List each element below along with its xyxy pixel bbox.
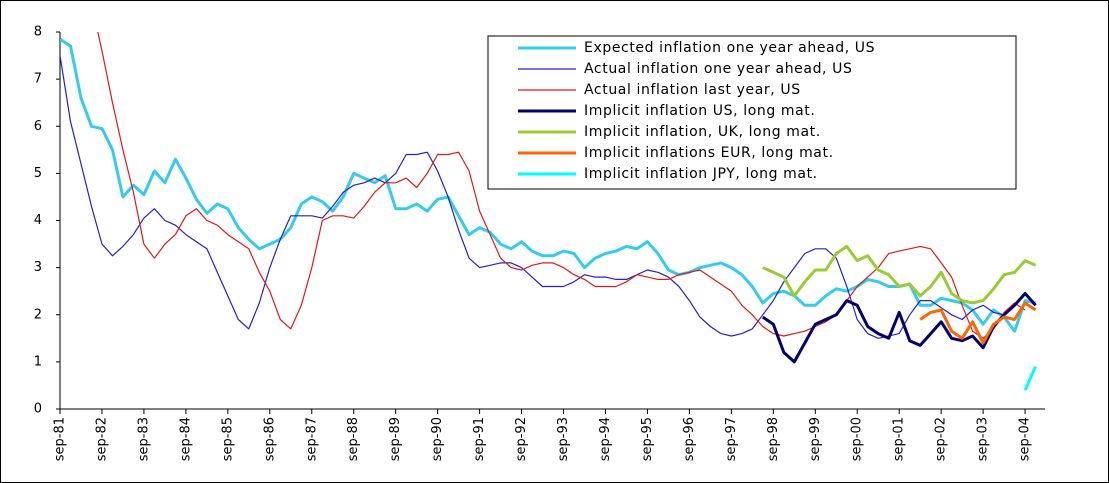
legend: Expected inflation one year ahead, US Act… — [487, 35, 1017, 190]
x-tick-label: sep-83 — [136, 417, 151, 461]
x-tick-label: sep-99 — [808, 417, 823, 461]
legend-label: Implicit inflations EUR, long mat. — [584, 145, 834, 161]
x-tick-label: sep-87 — [304, 417, 319, 461]
legend-label: Actual inflation last year, US — [584, 82, 801, 98]
series-line — [1023, 365, 1037, 391]
x-tick-label: sep-85 — [220, 417, 235, 461]
x-tick-label: sep-02 — [934, 417, 949, 461]
x-tick-label: sep-81 — [53, 417, 68, 461]
series-line — [60, 55, 1016, 339]
x-tick-label: sep-93 — [556, 417, 571, 461]
x-tick-label: sep-95 — [640, 417, 655, 461]
y-tick-label: 7 — [34, 72, 42, 87]
y-tick-label: 5 — [34, 166, 42, 181]
x-tick-label: sep-94 — [598, 417, 613, 461]
series-line — [97, 32, 1026, 339]
plot-area — [60, 32, 1037, 391]
legend-label: Actual inflation one year ahead, US — [584, 61, 853, 77]
x-tick-label: sep-00 — [850, 417, 865, 461]
series-line — [762, 244, 1037, 305]
x-tick-label: sep-04 — [1018, 417, 1033, 461]
y-tick-label: 0 — [34, 402, 42, 417]
x-tick-label: sep-96 — [682, 417, 697, 461]
x-tick-label: sep-97 — [724, 417, 739, 461]
legend-label: Implicit inflation JPY, long mat. — [584, 166, 818, 182]
x-tick-label: sep-92 — [514, 417, 529, 461]
x-tick-label: sep-98 — [766, 417, 781, 461]
series-line — [919, 301, 1037, 345]
legend-label: Implicit inflation, UK, long mat. — [584, 124, 821, 140]
x-tick-label: sep-82 — [94, 417, 109, 461]
y-tick-label: 2 — [34, 307, 42, 322]
legend-label: Expected inflation one year ahead, US — [584, 40, 875, 56]
y-tick-label: 3 — [34, 260, 42, 275]
series-line — [761, 292, 1037, 364]
x-tick-label: sep-03 — [976, 417, 991, 461]
x-tick-label: sep-86 — [262, 417, 277, 461]
y-tick-label: 1 — [34, 354, 42, 369]
y-tick-label: 4 — [34, 213, 42, 228]
x-tick-label: sep-89 — [388, 417, 403, 461]
y-tick-label: 8 — [34, 25, 42, 40]
legend-label: Implicit inflation US, long mat. — [584, 103, 815, 119]
x-tick-label: sep-84 — [178, 417, 193, 461]
x-tick-label: sep-91 — [472, 417, 487, 461]
y-tick-label: 6 — [34, 119, 42, 134]
x-tick-label: sep-01 — [892, 417, 907, 461]
x-tick-label: sep-90 — [430, 417, 445, 461]
series-line — [60, 37, 1036, 333]
x-tick-label: sep-88 — [346, 417, 361, 461]
